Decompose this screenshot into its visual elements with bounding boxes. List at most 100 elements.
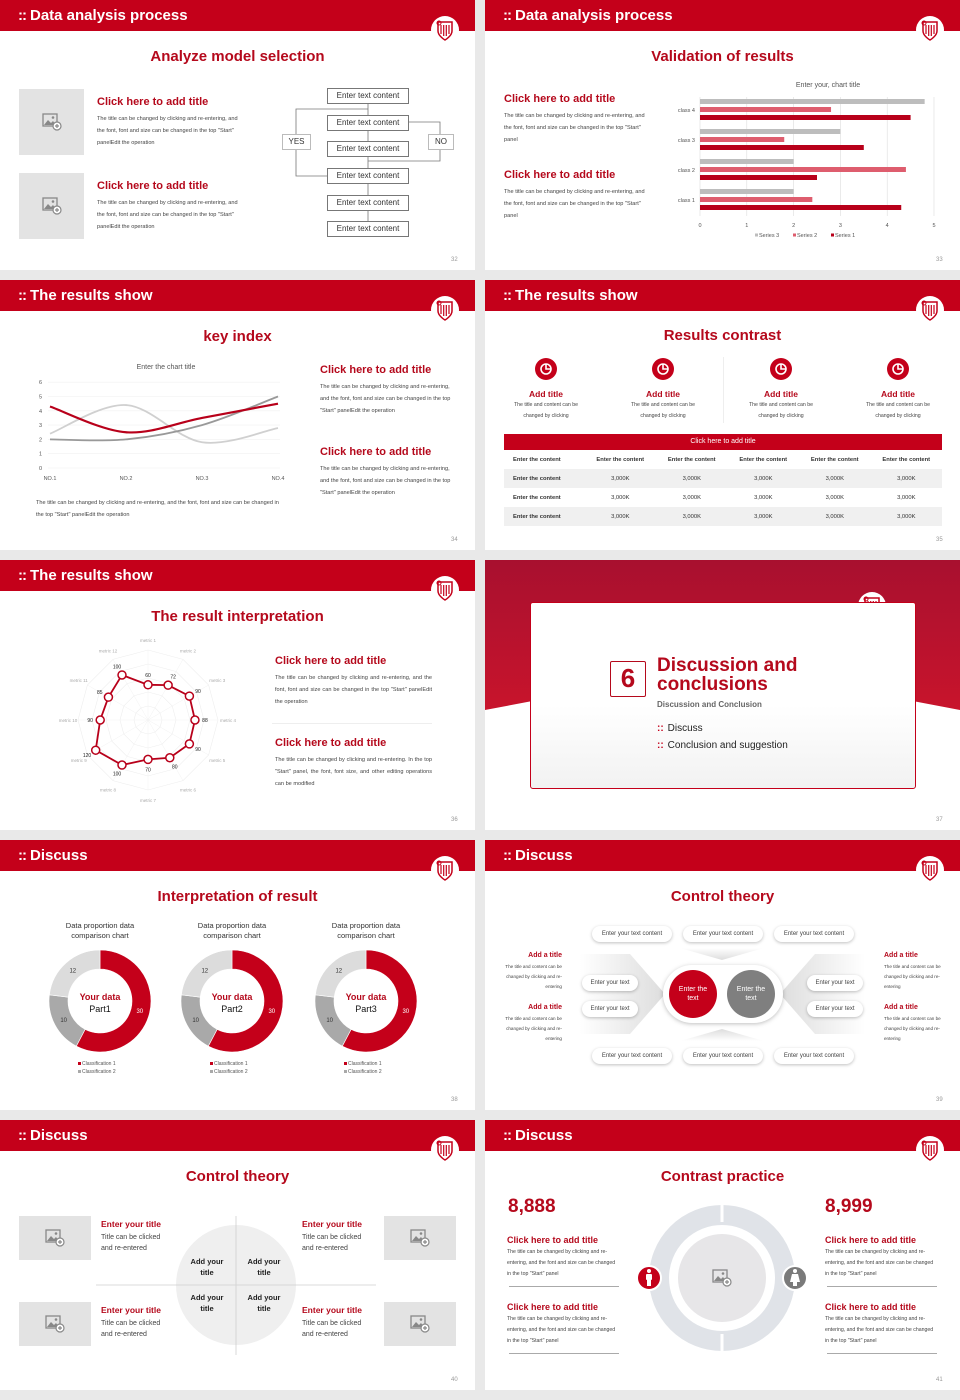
divider <box>827 1353 937 1354</box>
column-header: Enter the content <box>739 456 788 463</box>
image-placeholder[interactable] <box>19 1216 91 1260</box>
table-header-row: Enter the content Enter the content Enter … <box>504 450 942 469</box>
donut-center-part: Part2 <box>221 1004 243 1014</box>
item-body: The title can be changed by clicking and… <box>504 189 645 219</box>
item-body: The title can be changed by clicking and… <box>275 757 432 787</box>
quadrant-label[interactable]: Add your title <box>190 1257 224 1277</box>
quadrant-label[interactable]: Add your title <box>190 1293 224 1313</box>
center-circle-gray[interactable]: Enter the text <box>736 986 766 1002</box>
image-placeholder[interactable] <box>19 89 84 155</box>
item-title[interactable]: Click here to add title <box>320 364 432 376</box>
item-title[interactable]: Click here to add title <box>97 96 209 108</box>
legend-item: Classification 2 <box>78 1069 116 1075</box>
legend-item: Classification 2 <box>210 1069 248 1075</box>
stat-number: 8,888 <box>508 1196 556 1217</box>
image-placeholder[interactable] <box>19 173 84 239</box>
item-title[interactable]: Click here to add title <box>825 1302 917 1312</box>
text-pill[interactable]: Enter your text content <box>683 926 763 942</box>
center-circle-red[interactable]: Enter the text <box>678 986 708 1002</box>
item-title[interactable]: Add title <box>881 389 915 399</box>
item-title[interactable]: Click here to add title <box>507 1235 599 1245</box>
item-body: The title can be changed by clicking and… <box>320 466 451 496</box>
slide-header: :: Data analysis process <box>485 0 960 31</box>
legend-swatch <box>344 1062 347 1065</box>
shield-logo-icon <box>916 296 944 324</box>
item-title[interactable]: Click here to add title <box>275 655 387 667</box>
flow-step[interactable]: Enter text content <box>327 195 409 211</box>
image-placeholder[interactable] <box>384 1216 456 1260</box>
slide-header: :: Discuss <box>485 1120 960 1151</box>
bullet-icon: :: <box>657 723 664 734</box>
section-subtitle: Discussion and Conclusion <box>657 700 762 709</box>
item-title[interactable]: Click here to add title <box>825 1235 917 1245</box>
item-title[interactable]: Click here to add title <box>504 93 616 105</box>
legend-swatch <box>210 1062 213 1065</box>
slide-header: :: Data analysis process <box>0 0 475 31</box>
add-image-icon <box>41 197 62 215</box>
flow-step[interactable]: Enter text content <box>327 141 409 157</box>
text-pill[interactable]: Enter your text content <box>774 1048 854 1064</box>
side-title[interactable]: Add a title <box>884 952 918 959</box>
text-pill[interactable]: Enter your text content <box>592 926 672 942</box>
flow-step[interactable]: Enter text content <box>327 168 409 184</box>
item-title[interactable]: Enter your title <box>302 1219 362 1229</box>
item-title[interactable]: Add title <box>764 389 798 399</box>
item-title[interactable]: Click here to add title <box>507 1302 599 1312</box>
item-body: The title and content can be changed by … <box>630 402 696 419</box>
pie-icon <box>770 358 792 380</box>
shield-logo-icon <box>431 1136 459 1164</box>
header-title: Discuss <box>30 847 88 864</box>
bullet-item[interactable]: :: Discuss <box>657 723 703 734</box>
slide-title: The result interpretation <box>151 608 324 625</box>
side-body: The title and content can be changed by … <box>884 1016 941 1041</box>
divider <box>723 357 724 423</box>
text-pill[interactable]: Enter your text <box>807 975 863 991</box>
table-cell: Enter the content <box>513 475 561 482</box>
column-header: Enter the content <box>667 456 716 463</box>
item-title[interactable]: Click here to add title <box>97 180 209 192</box>
table-cell: Enter the content <box>513 494 561 501</box>
flow-step[interactable]: Enter text content <box>327 88 409 104</box>
text-pill[interactable]: Enter your text content <box>683 1048 763 1064</box>
item-title[interactable]: Click here to add title <box>504 169 616 181</box>
table-cell: 3,000K <box>682 494 701 501</box>
flow-step[interactable]: Enter text content <box>327 115 409 131</box>
results-table: Enter the content Enter the content Enter … <box>504 450 942 526</box>
section-card <box>530 602 916 789</box>
flow-step[interactable]: Enter text content <box>327 221 409 237</box>
quadrant-label[interactable]: Add your title <box>247 1293 281 1313</box>
image-placeholder[interactable] <box>19 1302 91 1346</box>
text-pill[interactable]: Enter your text <box>582 975 638 991</box>
slide-header: :: The results show <box>485 280 960 311</box>
pie-icon <box>652 358 674 380</box>
item-title[interactable]: Click here to add title <box>275 737 387 749</box>
item-body: The title can be changed by clicking and… <box>825 1249 934 1277</box>
side-title[interactable]: Add a title <box>884 1004 918 1011</box>
text-pill[interactable]: Enter your text content <box>774 926 854 942</box>
item-title[interactable]: Add title <box>529 389 563 399</box>
item-title[interactable]: Add title <box>646 389 680 399</box>
item-body: Title can be clicked and re-entered <box>302 1320 362 1338</box>
side-title[interactable]: Add a title <box>528 952 562 959</box>
bullet-label: Discuss <box>667 723 703 734</box>
text-pill[interactable]: Enter your text <box>807 1001 863 1017</box>
page-number: 41 <box>936 1377 943 1383</box>
item-title[interactable]: Click here to add title <box>320 446 432 458</box>
bullet-item[interactable]: :: Conclusion and suggestion <box>657 740 788 751</box>
item-title[interactable]: Enter your title <box>101 1219 161 1229</box>
header-title: Discuss <box>30 1127 88 1144</box>
item-title[interactable]: Enter your title <box>101 1305 161 1315</box>
add-image-icon[interactable] <box>712 1269 732 1287</box>
text-pill[interactable]: Enter your text content <box>592 1048 672 1064</box>
text-pill[interactable]: Enter your text <box>582 1001 638 1017</box>
header-title: Discuss <box>515 847 573 864</box>
quadrant-label[interactable]: Add your title <box>247 1257 281 1277</box>
side-title[interactable]: Add a title <box>528 1004 562 1011</box>
chart-caption: The title can be changed by clicking and… <box>36 500 279 518</box>
image-placeholder[interactable] <box>384 1302 456 1346</box>
page-number: 32 <box>451 257 458 263</box>
item-title[interactable]: Enter your title <box>302 1305 362 1315</box>
legend-swatch <box>78 1069 81 1073</box>
slide-header: :: Discuss <box>0 840 475 871</box>
slide-title: Control theory <box>185 1168 290 1185</box>
